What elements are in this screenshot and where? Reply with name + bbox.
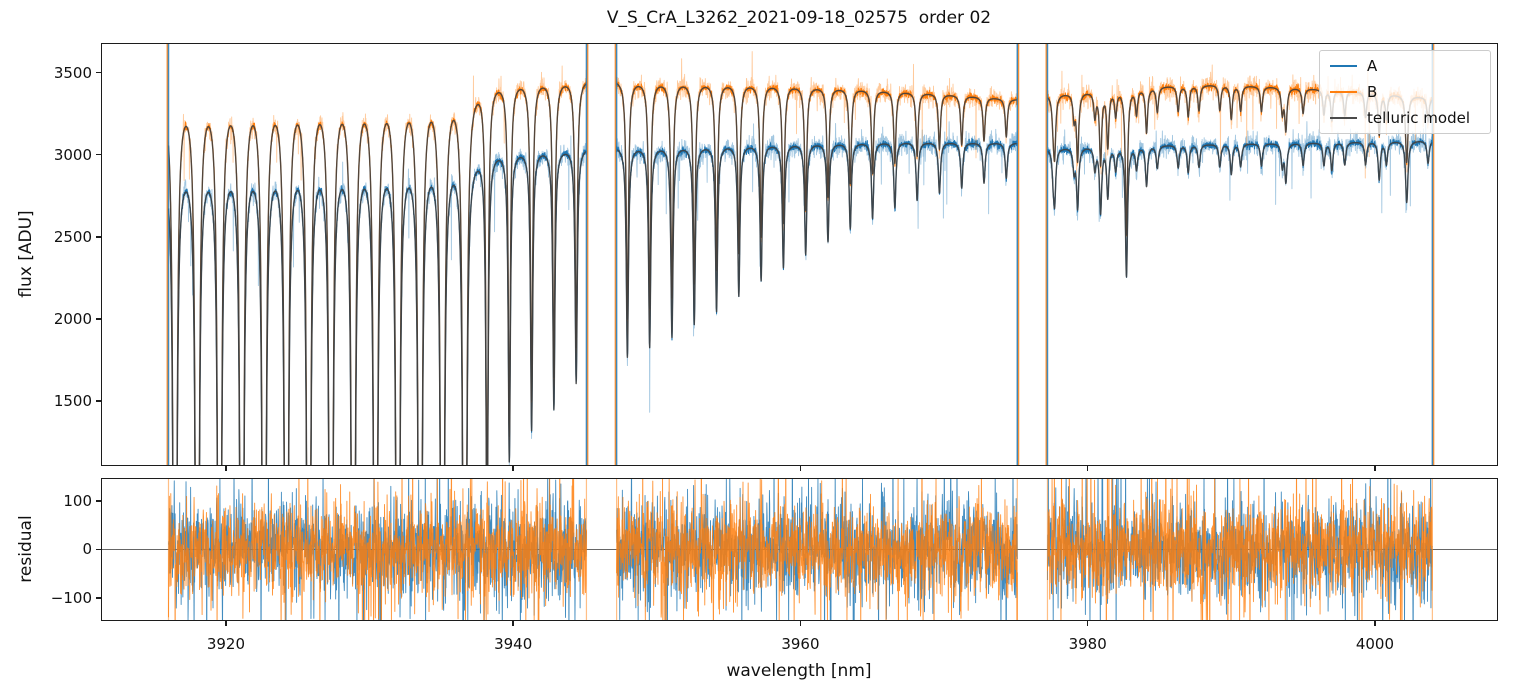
legend-line-a-icon	[1330, 65, 1357, 67]
plot-title: V_S_CrA_L3262_2021-09-18_02575 order 02	[606, 8, 992, 28]
legend-label-a: A	[1367, 57, 1378, 75]
legend-line-b-icon	[1330, 91, 1357, 93]
y-tick-mark-residual	[96, 597, 101, 599]
legend-item-a: A	[1330, 57, 1480, 75]
x-axis-label: wavelength [nm]	[726, 661, 872, 681]
flux-axis-label: flux [ADU]	[16, 210, 36, 298]
x-tick-label: 3940	[494, 635, 533, 653]
x-tick-label: 3960	[781, 635, 820, 653]
y-tick-mark-residual	[96, 500, 101, 502]
x-tick-label: 4000	[1355, 635, 1394, 653]
x-tick-mark	[1086, 621, 1089, 626]
x-tick-label: 3920	[206, 635, 246, 653]
y-tick-label-flux: 3500	[53, 63, 92, 82]
y-tick-mark-flux	[96, 318, 101, 320]
legend-item-telluric: telluric model	[1330, 109, 1480, 127]
y-tick-mark-flux	[96, 153, 101, 156]
y-tick-label-residual: 100	[63, 491, 92, 510]
x-tick-mark	[799, 621, 802, 626]
x-tick-mark	[512, 621, 514, 626]
legend-label-b: B	[1367, 83, 1378, 101]
x-tick-label: 3980	[1068, 635, 1107, 653]
y-tick-label-residual: 0	[82, 540, 92, 559]
y-tick-mark-flux	[96, 236, 101, 238]
x-tick-mark-top-panel	[225, 466, 227, 471]
residual-axis-label: residual	[16, 515, 36, 583]
y-tick-label-flux: 2500	[53, 227, 92, 246]
x-tick-mark	[1374, 621, 1376, 626]
y-tick-label-flux: 2000	[53, 309, 92, 328]
y-tick-mark-flux	[96, 71, 101, 74]
x-tick-mark-top-panel	[799, 466, 802, 471]
legend: A B telluric model	[1319, 50, 1491, 134]
y-tick-label-flux: 3000	[53, 145, 92, 164]
y-tick-label-flux: 1500	[53, 391, 92, 410]
legend-item-b: B	[1330, 83, 1480, 101]
y-tick-mark-residual	[96, 548, 101, 551]
legend-line-telluric-icon	[1330, 117, 1357, 119]
x-tick-mark-top-panel	[1374, 466, 1376, 471]
y-tick-mark-flux	[96, 400, 101, 402]
legend-label-telluric: telluric model	[1367, 109, 1471, 127]
x-tick-mark-top-panel	[512, 466, 514, 471]
x-tick-mark-top-panel	[1086, 466, 1089, 471]
y-tick-label-residual: −100	[50, 589, 92, 608]
x-tick-mark	[225, 621, 227, 626]
